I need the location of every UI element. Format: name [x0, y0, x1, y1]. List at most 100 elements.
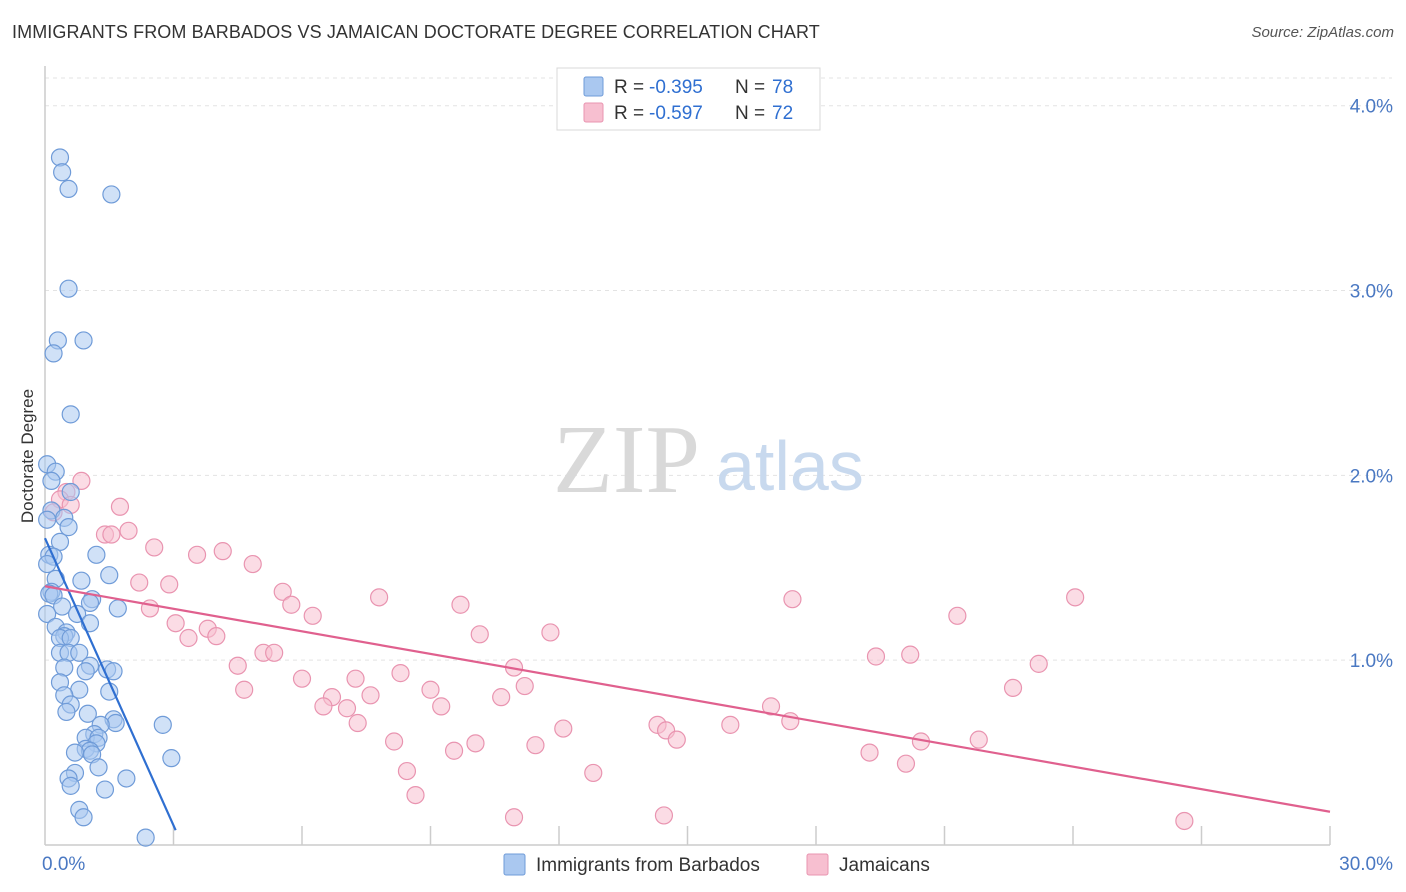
jamaicans-point: [1066, 588, 1085, 607]
legend-n-label-barbados: N =: [735, 77, 765, 98]
legend-swatch-jamaicans: [583, 102, 604, 123]
jamaicans-point: [213, 542, 232, 561]
barbados-point: [89, 758, 108, 777]
jamaicans-point: [370, 588, 389, 607]
jamaicans-point: [466, 734, 485, 753]
jamaicans-point: [541, 623, 560, 642]
barbados-point: [95, 780, 115, 799]
barbados-point: [78, 704, 97, 723]
legend-r-label-jamaicans: R =: [614, 103, 644, 124]
jamaicans-point: [130, 573, 149, 592]
jamaicans-point: [145, 538, 164, 557]
jamaicans-point: [72, 471, 91, 491]
y-tick-label: 1.0%: [1350, 651, 1393, 672]
jamaicans-point: [1003, 678, 1023, 698]
barbados-points: [38, 148, 181, 847]
jamaicans-point: [470, 625, 489, 644]
jamaicans-point: [179, 628, 198, 648]
jamaicans-point: [554, 719, 573, 738]
jamaicans-point: [187, 545, 207, 564]
barbados-point: [153, 715, 172, 734]
jamaicans-point: [102, 525, 121, 544]
barbados-point: [72, 571, 91, 590]
jamaicans-point: [406, 785, 425, 805]
jamaicans-point: [526, 736, 545, 755]
jamaicans-point: [421, 680, 440, 699]
barbados-point: [106, 713, 125, 733]
jamaicans-point: [273, 582, 292, 601]
jamaicans-point: [654, 806, 674, 825]
barbados-point: [61, 405, 80, 424]
jamaicans-point: [504, 808, 524, 827]
jamaicans-point: [451, 595, 470, 614]
axes: 1.0% 2.0% 3.0% 4.0% 0.0% 30.0%: [42, 66, 1393, 875]
jamaicans-point: [397, 761, 417, 781]
bottom-legend: Immigrants from Barbados Jamaicans: [503, 853, 930, 876]
jamaicans-point: [314, 697, 333, 716]
jamaicans-point: [860, 743, 879, 762]
y-tick-label: 3.0%: [1350, 282, 1393, 303]
legend-r-label-barbados: R =: [614, 77, 644, 98]
chart-source: Source: ZipAtlas.com: [1251, 24, 1394, 41]
jamaicans-point: [282, 595, 301, 614]
jamaicans-point: [391, 664, 410, 683]
jamaicans-point: [348, 713, 367, 733]
jamaicans-point: [337, 699, 357, 718]
barbados-point: [108, 599, 127, 618]
barbados-trend-line: [43, 537, 177, 831]
jamaicans-point: [761, 697, 781, 716]
chart-title: IMMIGRANTS FROM BARBADOS VS JAMAICAN DOC…: [12, 22, 820, 42]
legend-r-value-jamaicans: -0.597: [649, 103, 703, 124]
barbados-point: [61, 482, 80, 502]
barbados-point: [53, 597, 72, 616]
barbados-point: [76, 662, 95, 681]
y-axis-label: Doctorate Degree: [18, 389, 37, 523]
barbados-point: [74, 331, 93, 350]
grid-lines: [45, 77, 1392, 661]
jamaicans-point: [207, 627, 226, 646]
barbados-point: [61, 776, 80, 795]
legend-n-value-jamaicans: 72: [772, 103, 793, 124]
jamaicans-point: [948, 606, 967, 625]
legend-n-value-barbados: 78: [772, 77, 793, 98]
jamaicans-point: [896, 754, 916, 773]
barbados-point: [59, 279, 78, 298]
bottom-legend-swatch-jamaicans: [806, 853, 829, 876]
y-tick-label: 4.0%: [1350, 97, 1393, 118]
jamaicans-point: [783, 590, 802, 609]
jamaicans-point: [432, 697, 451, 716]
jamaicans-point: [140, 599, 160, 618]
jamaicans-point: [346, 669, 365, 688]
barbados-point: [74, 808, 93, 827]
barbados-point: [44, 344, 63, 363]
legend-n-label-jamaicans: N =: [735, 103, 765, 124]
barbados-point: [42, 471, 61, 491]
barbados-point: [65, 743, 85, 762]
jamaicans-point: [119, 521, 138, 540]
jamaicans-point: [1175, 811, 1194, 831]
jamaicans-point: [969, 730, 988, 749]
jamaicans-point: [292, 669, 312, 688]
jamaicans-point: [492, 688, 511, 707]
jamaicans-point: [866, 647, 886, 666]
bottom-legend-label-barbados: Immigrants from Barbados: [536, 855, 760, 876]
jamaicans-point: [160, 575, 179, 594]
barbados-point: [53, 163, 72, 182]
jamaicans-point: [444, 741, 464, 760]
barbados-point: [87, 545, 106, 564]
barbados-point: [59, 518, 78, 537]
barbados-point: [57, 702, 76, 722]
barbados-point: [38, 510, 57, 529]
x-tick-label: 0.0%: [42, 854, 85, 875]
jamaicans-point: [303, 606, 322, 625]
jamaicans-point: [361, 686, 380, 705]
barbados-point: [70, 643, 89, 662]
stats-legend: R = -0.395 N = 78 R = -0.597 N = 72: [556, 67, 821, 131]
barbados-point: [136, 828, 155, 847]
y-tick-label: 2.0%: [1350, 466, 1393, 487]
x-tick-label: 30.0%: [1339, 854, 1393, 875]
jamaicans-point: [384, 732, 404, 751]
barbados-point: [59, 179, 78, 198]
trend-lines: [43, 537, 1331, 831]
zipatlas-watermark: ZIP atlas: [553, 406, 864, 514]
